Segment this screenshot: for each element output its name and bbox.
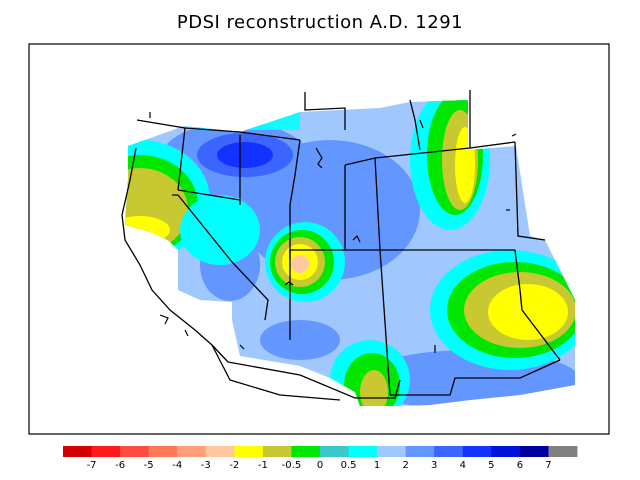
legend-label: -1 [258, 460, 268, 471]
legend-swatch [262, 446, 292, 457]
legend-swatch [434, 446, 464, 457]
legend-swatch [348, 446, 378, 457]
legend-swatch [491, 446, 521, 457]
map-title: PDSI reconstruction A.D. 1291 [176, 12, 464, 33]
legend-swatch [320, 446, 349, 457]
legend-label: 1 [374, 460, 380, 471]
legend-swatch [148, 446, 178, 457]
legend-label: 2 [402, 460, 408, 471]
legend-label: 7 [545, 460, 551, 471]
legend-label: -3 [201, 460, 211, 471]
color-legend [63, 446, 578, 457]
legend-swatch [177, 446, 207, 457]
state-boundaries [121, 90, 561, 401]
legend-swatch [234, 446, 264, 457]
legend-label: -2 [229, 460, 239, 471]
legend-label: 4 [460, 460, 466, 471]
legend-swatch [377, 446, 407, 457]
legend-label: -6 [115, 460, 125, 471]
pdsi-field [125, 100, 575, 406]
legend-swatch [462, 446, 492, 457]
color-legend-labels: -7 -6 -5 -4 -3 -2 -1 -0.5 0 0.5 1 2 3 4 5 6 7 [87, 460, 552, 471]
lakes [149, 112, 517, 353]
legend-swatch [405, 446, 435, 457]
legend-label: -7 [87, 460, 97, 471]
legend-swatch [63, 446, 92, 457]
legend-swatch [205, 446, 235, 457]
legend-swatch [291, 446, 321, 457]
legend-swatch [91, 446, 121, 457]
legend-label: 6 [517, 460, 523, 471]
legend-label: -4 [172, 460, 182, 471]
legend-swatch [519, 446, 549, 457]
legend-swatch [548, 446, 578, 457]
legend-label: 0 [317, 460, 323, 471]
legend-label: 5 [488, 460, 494, 471]
legend-label: 0.5 [341, 460, 357, 471]
legend-label: -0.5 [282, 460, 302, 471]
legend-swatch [120, 446, 150, 457]
legend-label: -5 [144, 460, 154, 471]
legend-label: 3 [431, 460, 437, 471]
